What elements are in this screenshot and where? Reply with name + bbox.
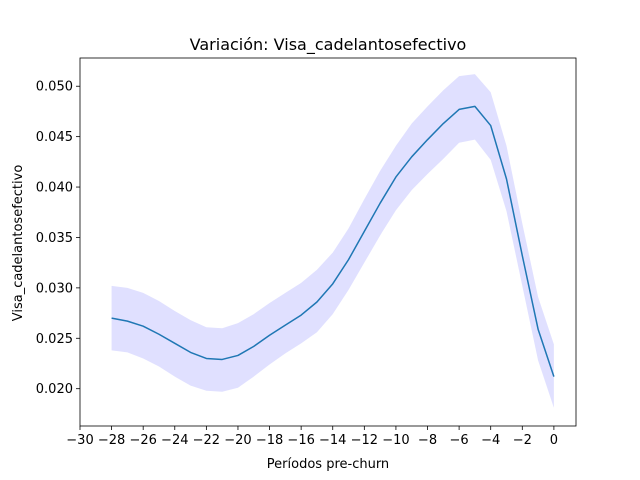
x-tick-label: 0 [550,433,558,448]
y-tick-label: 0.035 [36,231,73,246]
plot-frame [79,57,577,427]
chart-title: Variación: Visa_cadelantosefectivo [190,35,467,55]
y-axis: 0.020 0.025 0.030 0.035 0.040 0.045 0.050 [36,80,80,397]
x-tick-label: −18 [256,433,283,448]
x-tick-label: −8 [418,433,437,448]
x-tick-label: −2 [513,433,532,448]
y-tick-label: 0.020 [36,382,73,397]
x-tick-label: −6 [450,433,469,448]
x-tick-label: −30 [66,433,93,448]
x-tick-label: −22 [193,433,220,448]
x-tick-label: −10 [382,433,409,448]
y-axis-label: Visa_cadelantosefectivo [11,165,26,322]
confidence-band [111,74,554,408]
x-tick-label: −12 [351,433,378,448]
y-tick-label: 0.025 [36,332,73,347]
x-axis: −30 −28 −26 −24 −22 −20 −18 −16 −14 −12 −10 −8 −6 −4−… [66,426,558,448]
x-tick-label: −4 [481,433,500,448]
mean-series-line [111,105,555,377]
x-tick-label: −20 [224,433,251,448]
x-tick-label: −28 [98,433,125,448]
x-axis-label: Períodos pre-churn [267,457,389,472]
x-tick-label: −26 [129,433,156,448]
x-tick-label: −24 [161,433,188,448]
x-tick-label: −16 [287,433,314,448]
x-tick-label: −14 [319,433,346,448]
plot-area [111,74,555,408]
y-tick-label: 0.040 [36,181,73,196]
y-tick-label: 0.050 [36,80,73,95]
y-tick-label: 0.045 [36,130,73,145]
y-tick-label: 0.030 [36,281,73,296]
